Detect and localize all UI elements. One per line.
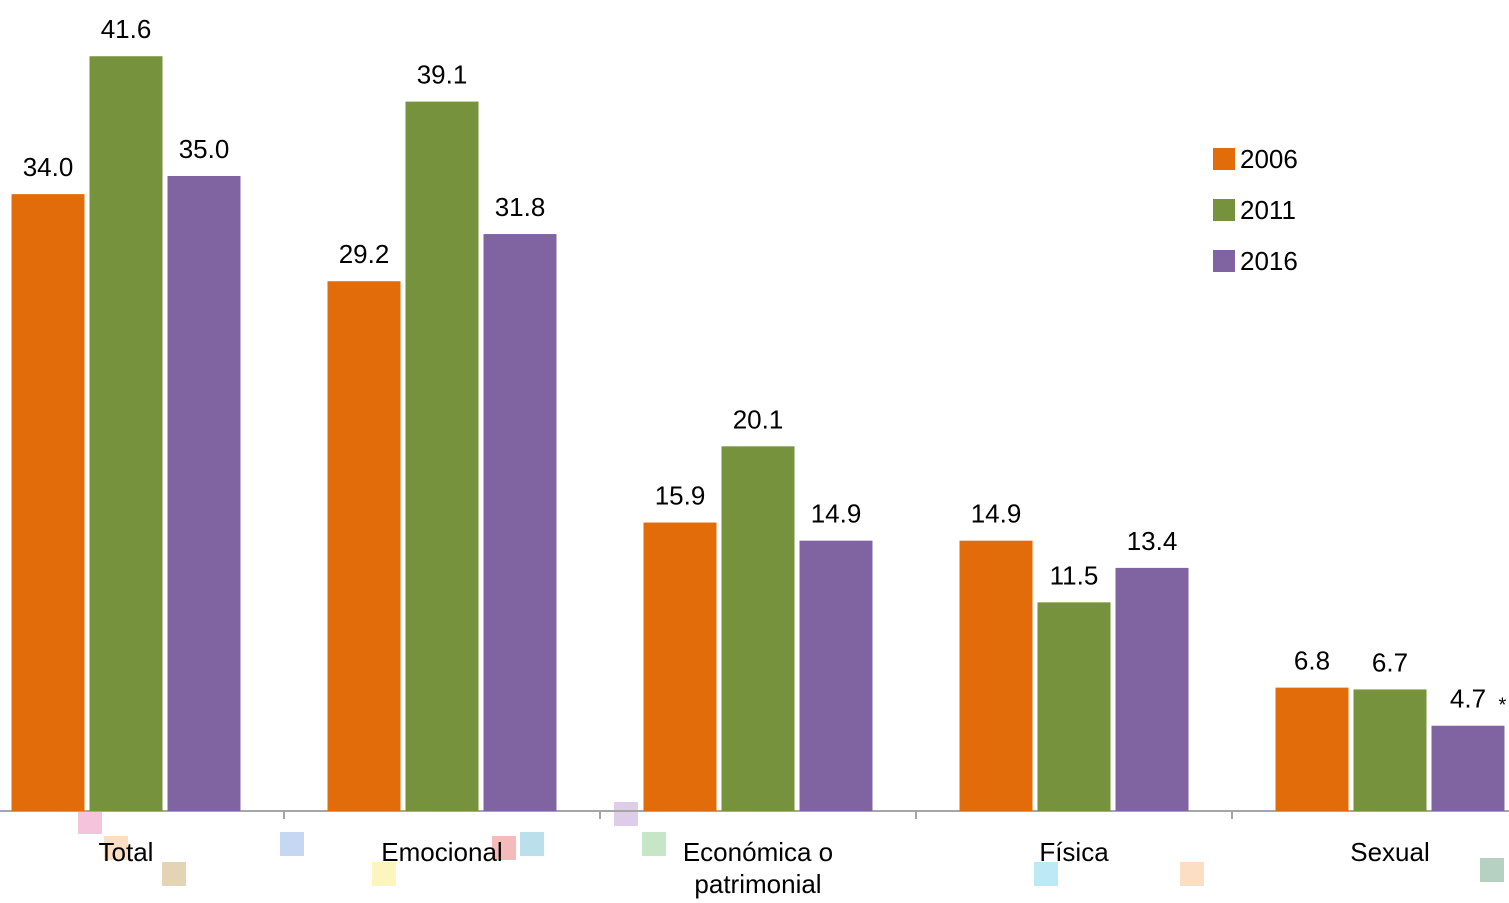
decoration (614, 802, 638, 826)
legend-swatch (1213, 250, 1235, 272)
data-label: 29.2 (339, 239, 390, 269)
x-tick-label: Total (98, 837, 154, 867)
data-label: 14.9 (971, 499, 1022, 529)
decoration (492, 836, 516, 860)
data-label: 4.7 (1450, 684, 1486, 714)
legend-label: 2006 (1240, 144, 1298, 174)
bar (1353, 689, 1427, 811)
bar (721, 446, 795, 811)
legend-swatch (1213, 199, 1235, 221)
decoration (642, 832, 666, 856)
decoration (162, 862, 186, 886)
data-label: 34.0 (23, 152, 74, 182)
bar (327, 281, 401, 811)
data-label: 11.5 (1050, 560, 1099, 590)
x-tick-label: Emocional (381, 837, 503, 867)
data-label: 35.0 (179, 134, 230, 164)
x-tick-label: Sexual (1350, 837, 1430, 867)
legend-swatch (1213, 148, 1235, 170)
bar (1115, 567, 1189, 811)
bar (1275, 687, 1349, 811)
decoration (280, 832, 304, 856)
x-tick-label: Física (1039, 837, 1109, 867)
x-tick-label: Económica o patrimonial (682, 837, 834, 899)
bar (1037, 602, 1111, 811)
bar (959, 540, 1033, 811)
decoration (78, 810, 102, 834)
bar (799, 540, 873, 811)
bar (11, 194, 85, 812)
data-label: 31.8 (495, 192, 546, 222)
bar (1431, 725, 1505, 811)
data-label: 20.1 (733, 404, 784, 434)
bar (643, 522, 717, 811)
decoration (372, 862, 396, 886)
legend-label: 2016 (1240, 246, 1298, 276)
data-label: 41.6 (101, 14, 152, 44)
data-label: 15.9 (655, 481, 706, 511)
decoration (1180, 862, 1204, 886)
data-label: 6.7 (1372, 647, 1408, 677)
annotation: * (1499, 695, 1507, 717)
data-label: 39.1 (417, 60, 468, 90)
data-label: 13.4 (1127, 526, 1178, 556)
decoration (104, 836, 128, 860)
decoration (1480, 858, 1504, 882)
bar (89, 56, 163, 812)
bar (167, 175, 241, 811)
data-label: 14.9 (811, 499, 862, 529)
legend-label: 2011 (1240, 195, 1296, 225)
bar (483, 234, 557, 811)
decoration (520, 832, 544, 856)
decoration (1034, 862, 1058, 886)
data-label: 6.8 (1294, 646, 1330, 676)
bar (405, 101, 479, 811)
